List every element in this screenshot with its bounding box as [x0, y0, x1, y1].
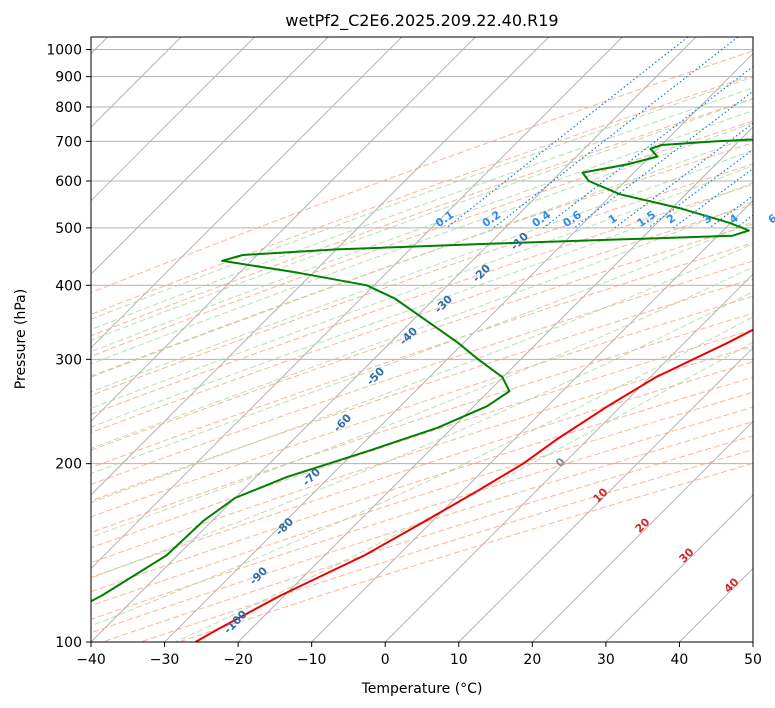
x-axis-title: Temperature (°C) [361, 681, 483, 697]
moist-adiabat-line [91, 200, 753, 450]
isotherm-line [91, 37, 256, 202]
dry-adiabat-line [91, 97, 753, 337]
dry-adiabat-line [91, 260, 753, 486]
moist-adiabat-line [91, 98, 753, 341]
isotherm-line [91, 37, 403, 349]
dry-adiabat-line [91, 361, 753, 578]
isotherm-line [237, 126, 753, 642]
x-tick-label: 30 [597, 652, 615, 668]
dry-adiabat-line [91, 163, 753, 397]
isotherm-line [384, 273, 753, 642]
x-tick-label: 20 [523, 652, 541, 668]
x-tick-label: −20 [223, 652, 253, 668]
y-tick-label: 300 [55, 352, 82, 368]
plot-data [91, 138, 753, 642]
x-tick-label: −30 [150, 652, 180, 668]
dry-adiabat-line [91, 74, 753, 316]
dry-adiabat-line [91, 406, 753, 620]
isotherm-line [91, 37, 476, 423]
moist-adiabat-line [91, 243, 753, 504]
moist-adiabat-line [91, 182, 753, 428]
moist-adiabat-line [91, 122, 753, 365]
isotherm-line [91, 37, 329, 275]
dry-adiabat-line [91, 376, 753, 593]
moist-adiabat-line [174, 341, 753, 642]
y-tick-label: 200 [55, 457, 82, 473]
x-tick-label: 40 [671, 652, 689, 668]
isotherm-line [531, 420, 753, 642]
dry-adiabat-line [91, 184, 753, 415]
moist-adiabat-line [91, 135, 753, 378]
isotherm-line [605, 494, 753, 642]
y-tick-label: 500 [55, 221, 82, 237]
mixing-ratio-line [446, 37, 689, 229]
dewpoint-profile-line [91, 138, 753, 603]
isotherm-line [91, 37, 697, 642]
isotherm-line [91, 37, 623, 570]
moist-adiabat-line [91, 221, 753, 475]
x-tick-label: 50 [744, 652, 762, 668]
mixing-ratio-label: 6 [766, 211, 775, 226]
plot-frame [90, 36, 754, 643]
x-tick-label: 0 [381, 652, 390, 668]
y-tick-label: 800 [55, 100, 82, 116]
isotherm-line [91, 37, 550, 496]
dry-adiabat-line [102, 435, 753, 642]
chart-title: wetPf2_C2E6.2025.209.22.40.R19 [285, 11, 558, 31]
moist-adiabat-line [91, 316, 753, 627]
dry-adiabat-line [91, 295, 753, 518]
y-tick-label: 700 [55, 134, 82, 150]
dry-adiabat-line [91, 50, 753, 294]
x-tick-label: 10 [450, 652, 468, 668]
y-tick-label: 600 [55, 174, 82, 190]
y-tick-label: 1000 [46, 43, 82, 59]
mixing-ratio-line [493, 37, 739, 229]
x-tick-label: −10 [297, 652, 327, 668]
dry-adiabat-line [140, 449, 753, 642]
moist-adiabat-line [91, 109, 753, 353]
y-tick-label: 100 [55, 635, 82, 651]
isotherm-line [164, 52, 753, 642]
dry-adiabat-line [91, 142, 753, 377]
x-tick-label: −40 [76, 652, 106, 668]
isotherm-line [458, 347, 753, 642]
dry-adiabat-line [91, 345, 753, 564]
dry-adiabat-line [178, 462, 753, 642]
y-axis-title: Pressure (hPa) [13, 289, 29, 389]
mixing-ratio-line [543, 65, 753, 229]
dry-adiabat-line [91, 312, 753, 534]
dry-adiabat-line [91, 223, 753, 451]
moist-adiabat-line [91, 87, 753, 331]
dry-adiabat-line [91, 329, 753, 549]
axes: −40 −30 −20 −10 0 10 20 30 40 50 1000 900 800 700 600 5… [46, 43, 762, 668]
temperature-profile-line [194, 328, 753, 642]
y-tick-label: 400 [55, 278, 82, 294]
y-tick-label: 900 [55, 70, 82, 86]
plot-background-lines [91, 37, 753, 642]
